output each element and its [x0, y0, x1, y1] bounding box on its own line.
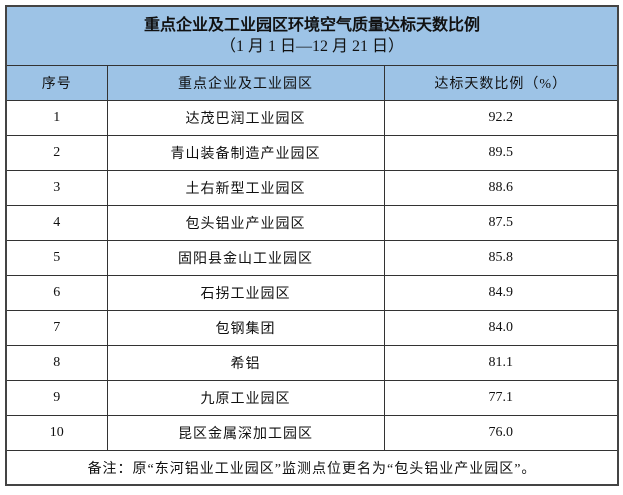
table-row: 9 九原工业园区 77.1	[5, 380, 619, 416]
table-row: 4 包头铝业产业园区 87.5	[5, 205, 619, 241]
row-number: 3	[5, 170, 108, 206]
row-number: 5	[5, 240, 108, 276]
compliance-ratio: 77.1	[383, 380, 619, 416]
compliance-ratio: 76.0	[383, 415, 619, 451]
header-ratio: 达标天数比例（%）	[383, 65, 619, 101]
note-row: 备注：原“东河铝业工业园区”监测点位更名为“包头铝业产业园区”。	[5, 450, 619, 486]
row-number: 2	[5, 135, 108, 171]
park-name: 昆区金属深加工园区	[106, 415, 385, 451]
row-number: 4	[5, 205, 108, 241]
park-name: 包头铝业产业园区	[106, 205, 385, 241]
row-number: 1	[5, 100, 108, 136]
air-quality-table: 重点企业及工业园区环境空气质量达标天数比例 （1 月 1 日—12 月 21 日…	[5, 5, 619, 486]
table-row: 1 达茂巴润工业园区 92.2	[5, 100, 619, 136]
compliance-ratio: 88.6	[383, 170, 619, 206]
table-title-cell: 重点企业及工业园区环境空气质量达标天数比例 （1 月 1 日—12 月 21 日…	[5, 5, 619, 66]
table-row: 5 固阳县金山工业园区 85.8	[5, 240, 619, 276]
table-subtitle: （1 月 1 日—12 月 21 日）	[219, 38, 404, 55]
table-note: 备注：原“东河铝业工业园区”监测点位更名为“包头铝业产业园区”。	[5, 450, 619, 486]
park-name: 土右新型工业园区	[106, 170, 385, 206]
title-row: 重点企业及工业园区环境空气质量达标天数比例 （1 月 1 日—12 月 21 日…	[5, 5, 619, 66]
park-name: 达茂巴润工业园区	[106, 100, 385, 136]
compliance-ratio: 87.5	[383, 205, 619, 241]
compliance-ratio: 89.5	[383, 135, 619, 171]
table-row: 3 土右新型工业园区 88.6	[5, 170, 619, 206]
park-name: 九原工业园区	[106, 380, 385, 416]
compliance-ratio: 92.2	[383, 100, 619, 136]
row-number: 6	[5, 275, 108, 311]
table-row: 8 希铝 81.1	[5, 345, 619, 381]
compliance-ratio: 85.8	[383, 240, 619, 276]
header-number: 序号	[5, 65, 108, 101]
row-number: 9	[5, 380, 108, 416]
table-row: 2 青山装备制造产业园区 89.5	[5, 135, 619, 171]
table-row: 6 石拐工业园区 84.9	[5, 275, 619, 311]
compliance-ratio: 84.9	[383, 275, 619, 311]
table-row: 10 昆区金属深加工园区 76.0	[5, 415, 619, 451]
park-name: 希铝	[106, 345, 385, 381]
compliance-ratio: 81.1	[383, 345, 619, 381]
table-title: 重点企业及工业园区环境空气质量达标天数比例	[143, 17, 480, 34]
row-number: 10	[5, 415, 108, 451]
header-park: 重点企业及工业园区	[106, 65, 385, 101]
row-number: 8	[5, 345, 108, 381]
compliance-ratio: 84.0	[383, 310, 619, 346]
row-number: 7	[5, 310, 108, 346]
park-name: 固阳县金山工业园区	[106, 240, 385, 276]
header-row: 序号 重点企业及工业园区 达标天数比例（%）	[5, 65, 619, 101]
park-name: 青山装备制造产业园区	[106, 135, 385, 171]
park-name: 石拐工业园区	[106, 275, 385, 311]
table-row: 7 包钢集团 84.0	[5, 310, 619, 346]
park-name: 包钢集团	[106, 310, 385, 346]
